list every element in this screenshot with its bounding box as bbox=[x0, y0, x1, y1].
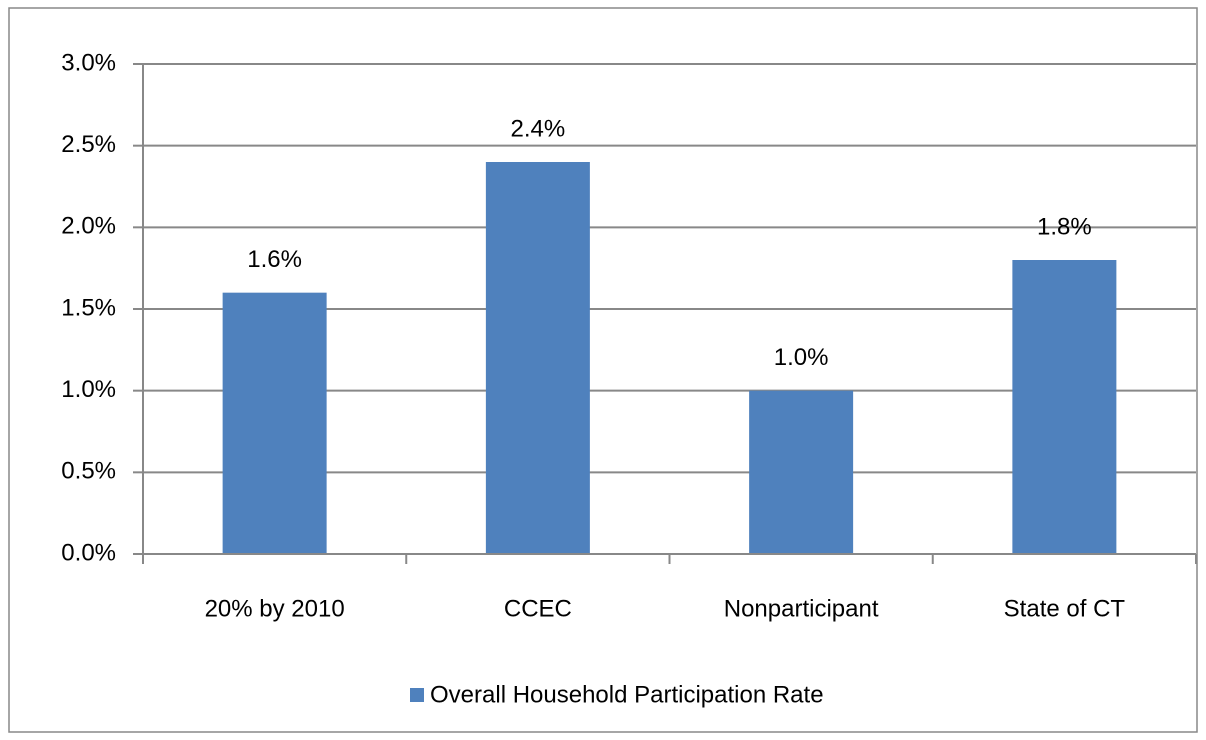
y-tick-label: 1.0% bbox=[61, 376, 116, 403]
data-label: 1.0% bbox=[774, 344, 829, 371]
legend-label: Overall Household Participation Rate bbox=[430, 681, 824, 708]
x-tick-label: CCEC bbox=[504, 595, 572, 622]
y-tick-label: 0.5% bbox=[61, 458, 116, 485]
y-tick-label: 2.0% bbox=[61, 213, 116, 240]
legend-swatch bbox=[410, 688, 424, 702]
x-tick-label: 20% by 2010 bbox=[205, 595, 345, 622]
bar bbox=[749, 390, 854, 554]
bar bbox=[485, 162, 590, 554]
data-label: 1.8% bbox=[1037, 213, 1092, 240]
data-label: 1.6% bbox=[247, 246, 302, 273]
y-tick-label: 0.0% bbox=[61, 539, 116, 566]
y-tick-label: 3.0% bbox=[61, 49, 116, 76]
x-tick-label: Nonparticipant bbox=[724, 595, 879, 622]
bar bbox=[1012, 260, 1117, 554]
y-tick-label: 2.5% bbox=[61, 131, 116, 158]
data-label: 2.4% bbox=[511, 115, 566, 142]
y-tick-label: 1.5% bbox=[61, 294, 116, 321]
chart-border bbox=[8, 7, 1198, 733]
x-tick-label: State of CT bbox=[1004, 595, 1126, 622]
bar bbox=[222, 292, 327, 554]
